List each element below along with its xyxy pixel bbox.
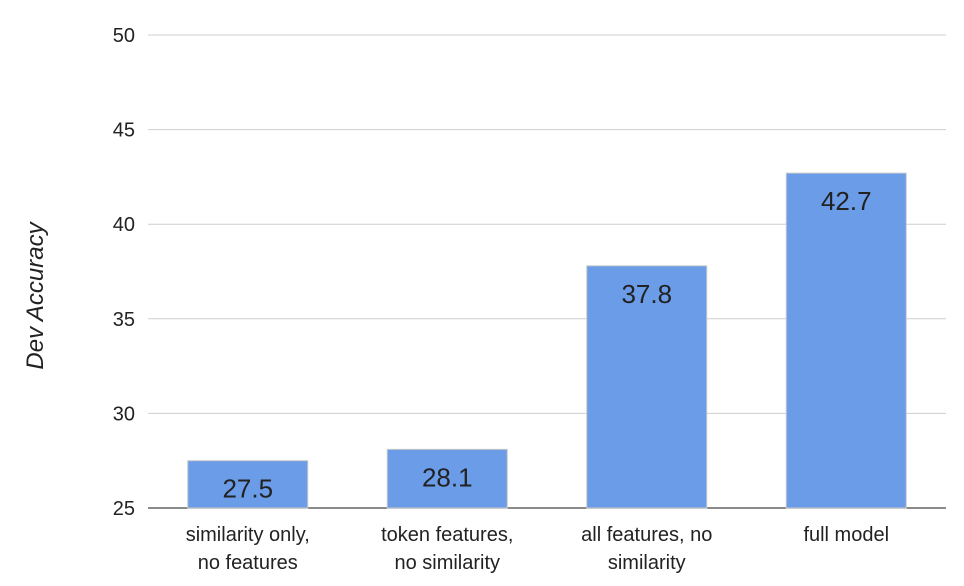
x-tick-label: token features, no similarity (381, 524, 513, 574)
x-tick-label-line: similarity only, (186, 524, 310, 546)
x-tick-label: all features, no similarity (581, 524, 712, 574)
y-tick-label: 40 (113, 214, 135, 236)
bar (586, 265, 708, 509)
bars (187, 172, 907, 509)
x-tick-label-line: no features (198, 552, 298, 574)
x-axis-ticks: similarity only, no features token feature… (186, 524, 889, 574)
x-tick-label-line: token features, (381, 524, 513, 546)
y-tick-label: 30 (113, 403, 135, 425)
data-labels: 27.5 28.1 37.8 42.7 (222, 186, 871, 504)
bar (386, 448, 508, 509)
y-tick-label: 50 (113, 25, 135, 47)
x-tick-label-line: full model (803, 524, 889, 546)
y-axis-label: Dev Accuracy (22, 220, 49, 369)
data-label: 42.7 (821, 186, 872, 216)
y-tick-label: 25 (113, 498, 135, 520)
bar (785, 172, 907, 509)
x-tick-label-line: no similarity (394, 552, 500, 574)
data-label: 27.5 (222, 474, 273, 504)
x-tick-label: full model (803, 524, 889, 546)
y-tick-label: 35 (113, 309, 135, 331)
data-label: 28.1 (422, 462, 473, 492)
y-axis-ticks: 25 30 35 40 45 50 (113, 25, 135, 520)
x-tick-label-line: similarity (608, 552, 686, 574)
data-label: 37.8 (621, 279, 672, 309)
x-tick-label: similarity only, no features (186, 524, 310, 574)
x-tick-label-line: all features, no (581, 524, 712, 546)
bar (187, 460, 309, 509)
y-tick-label: 45 (113, 120, 135, 142)
